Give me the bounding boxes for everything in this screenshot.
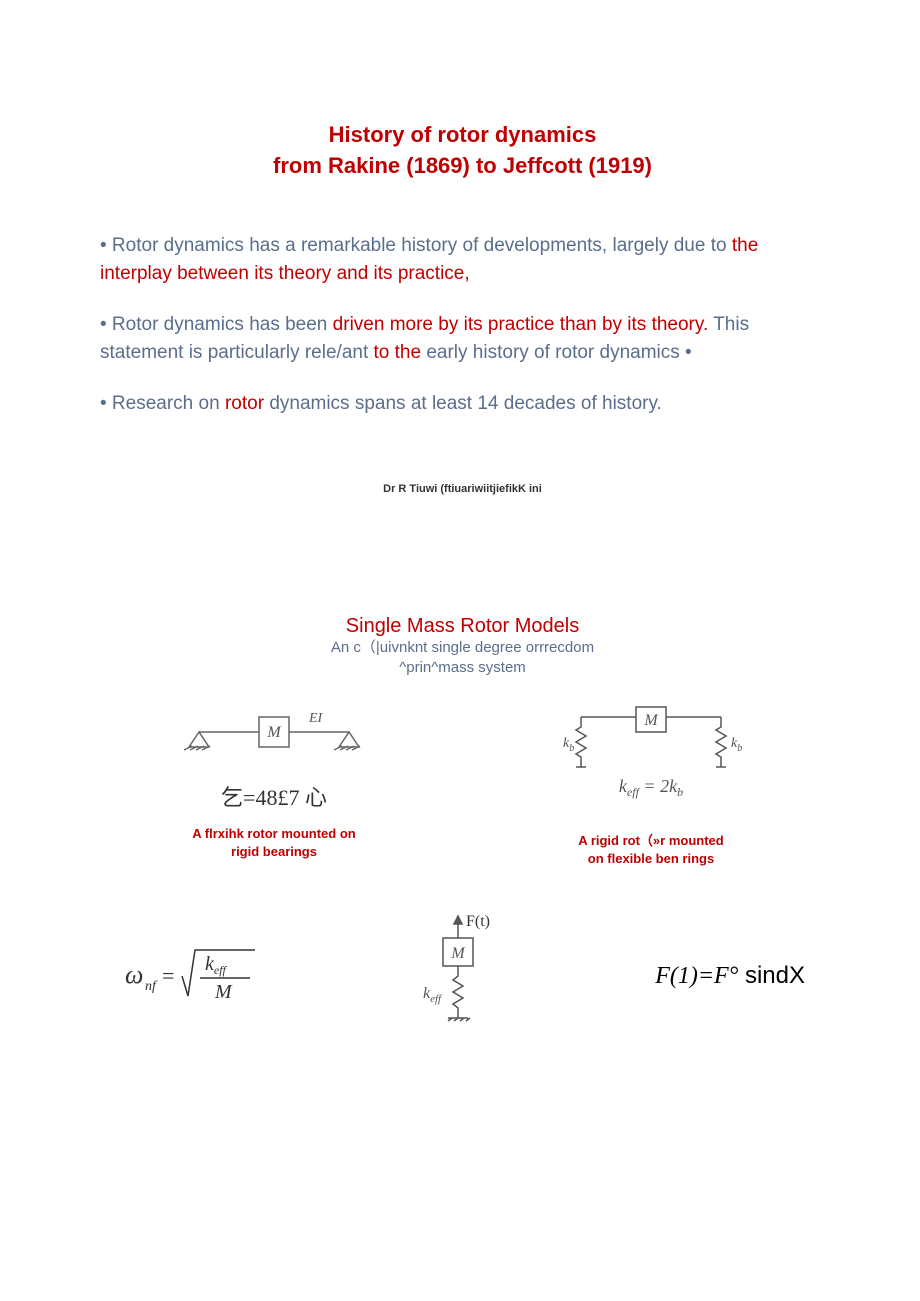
caption-right-2: on flexible ben rings [578,850,723,868]
title-line-1: History of rotor dynamics [100,120,825,151]
svg-text:keff: keff [205,953,228,977]
caption-left-1: A flrxihk rotor mounted on [192,825,355,843]
svg-text:kb: kb [731,736,742,754]
beam-diagram-icon: M EI [174,702,374,757]
bullet-2-red2: to the [374,342,427,363]
caption-left: A flrxihk rotor mounted on rigid bearing… [192,825,355,861]
svg-text:M: M [450,945,466,962]
bullet-3-red: rotor [225,393,269,414]
svg-text:M: M [214,981,233,1003]
formula-f1-post: sindX [738,962,805,989]
svg-text:EI: EI [308,711,324,726]
caption-left-2: rigid bearings [192,843,355,861]
caption-right-1: A rigid rot（»r mounted [578,832,723,850]
svg-text:M: M [266,724,282,741]
diagram-left: M EI [174,702,374,762]
bullet-2-red1: driven more by its practice than by its … [333,314,714,335]
section2-header: Single Mass Rotor Models An c（|uivnknt s… [100,615,825,677]
svg-text:keff = 2kb: keff = 2kb [619,776,683,799]
svg-text:kb: kb [563,736,574,754]
bullet-1: • Rotor dynamics has a remarkable histor… [100,232,825,289]
section2-sub2: ^prin^mass system [100,658,825,678]
section2-sub1: An c（|uivnknt single degree orrrecdom [100,638,825,658]
formula-f1: F(1)=F° [655,963,738,989]
models-row: M EI 乞=48£7 心 A flrxihk rotor mounted on… [100,692,825,868]
bullet-3: • Research on rotor dynamics spans at le… [100,390,825,419]
bottom-row: ω nf = keff M F(t) M keff [100,908,825,1043]
eq-left: 乞=48£7 心 [221,780,327,812]
spring-mass-diagram-icon: M kb kb keff = 2kb [541,702,761,812]
bullet-3-pre: • Research on [100,393,225,414]
model-right: M kb kb keff = 2kb A rigid rot（»r mounte… [477,692,825,868]
svg-text:nf: nf [145,979,158,994]
bullet-3-post: dynamics spans at least 14 decades of hi… [269,393,662,414]
caption-right: A rigid rot（»r mounted on flexible ben r… [578,832,723,868]
title-line-2: from Rakine (1869) to Jeffcott (1919) [100,151,825,182]
svg-text:M: M [643,712,659,729]
svg-text:=: = [162,963,174,988]
title-block: History of rotor dynamics from Rakine (1… [100,120,825,182]
svg-text:keff: keff [423,985,443,1005]
bullet-2-post: early history of rotor dynamics • [426,342,691,363]
diagram-right: M kb kb keff = 2kb [541,702,761,817]
diagram-center: F(t) M keff [418,908,508,1043]
force-spring-diagram-icon: F(t) M keff [418,908,508,1038]
section-2: Single Mass Rotor Models An c（|uivnknt s… [100,615,825,1043]
bullet-2-pre: • Rotor dynamics has been [100,314,333,335]
footer-credit: Dr R Tiuwi (ftiuariwiitjiefikK ini [100,483,825,495]
svg-text:ω: ω [125,960,143,989]
section2-title: Single Mass Rotor Models [100,615,825,638]
bullet-2: • Rotor dynamics has been driven more by… [100,311,825,368]
model-left: M EI 乞=48£7 心 A flrxihk rotor mounted on… [100,692,448,861]
svg-text:F(t): F(t) [466,913,490,930]
bullet-1-pre: • Rotor dynamics has a remarkable histor… [100,235,732,256]
omega-formula-icon: ω nf = keff M [120,938,270,1008]
formula-omega: ω nf = keff M [120,938,270,1013]
formula-force: F(1)=F° sindX [655,962,805,990]
